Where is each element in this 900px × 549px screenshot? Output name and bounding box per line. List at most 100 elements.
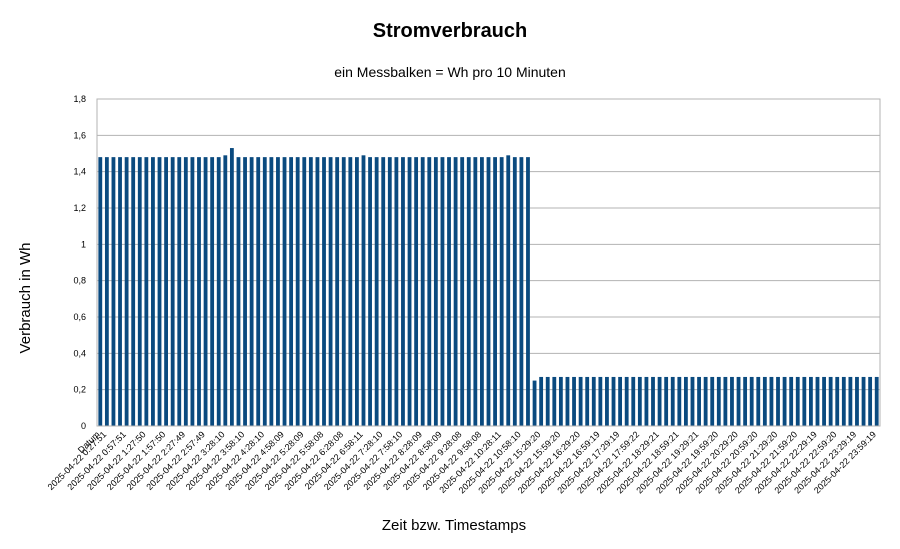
bar <box>322 157 326 426</box>
bar <box>223 155 228 426</box>
bar <box>624 376 629 426</box>
bar <box>795 376 800 426</box>
y-tick-label: 0,4 <box>73 348 86 358</box>
bar <box>262 157 267 426</box>
y-tick-label: 0,8 <box>73 276 86 286</box>
bar <box>683 376 688 426</box>
bar <box>809 376 813 426</box>
bar <box>276 157 280 426</box>
bar <box>730 376 734 426</box>
bar <box>308 157 313 426</box>
bar <box>868 376 873 426</box>
bar <box>532 380 537 426</box>
bar <box>361 155 366 426</box>
bar <box>526 157 530 426</box>
bar <box>151 157 155 426</box>
bar <box>769 376 774 426</box>
chart-title: Stromverbrauch <box>373 20 528 42</box>
bar <box>697 376 701 426</box>
bar <box>137 157 142 426</box>
bar <box>789 376 794 426</box>
bar <box>657 376 662 426</box>
y-axis-ticks: 0 0,2 0,4 0,6 0,8 1 1,2 1,4 1,6 1,8 <box>73 94 86 431</box>
bar <box>572 376 576 426</box>
bar <box>585 376 590 426</box>
bar <box>460 157 465 426</box>
bar <box>183 157 188 426</box>
bar <box>756 376 761 426</box>
bar <box>565 376 570 426</box>
bar <box>420 157 425 426</box>
bar <box>111 157 116 426</box>
bar <box>210 157 215 426</box>
bar-series <box>98 148 879 427</box>
bar <box>605 376 609 426</box>
bar <box>822 376 826 426</box>
bar <box>591 376 596 426</box>
bar <box>493 157 497 426</box>
y-tick-label: 1,2 <box>73 203 86 213</box>
bar <box>835 376 840 426</box>
bar <box>407 157 412 426</box>
bar <box>368 157 372 426</box>
bar <box>499 157 504 426</box>
bar <box>328 157 333 426</box>
bar <box>374 157 379 426</box>
bar <box>282 157 287 426</box>
bar <box>664 376 669 426</box>
bar <box>644 376 649 426</box>
bar <box>631 376 636 426</box>
bar <box>433 157 438 426</box>
bar <box>618 376 623 426</box>
bar <box>802 376 807 426</box>
y-tick-label: 1,4 <box>73 167 86 177</box>
bar <box>749 376 754 426</box>
bar <box>341 157 346 426</box>
bar <box>598 376 603 426</box>
bar <box>776 376 780 426</box>
bar <box>716 376 721 426</box>
bar <box>229 148 234 427</box>
bar <box>855 376 859 426</box>
y-tick-label: 0,6 <box>73 312 86 322</box>
x-axis-label: Zeit bzw. Timestamps <box>382 517 526 534</box>
bar <box>197 157 201 426</box>
y-tick-label: 1,6 <box>73 130 86 140</box>
bar <box>611 376 616 426</box>
bar <box>124 157 129 426</box>
bar <box>545 376 550 426</box>
chart-subtitle: ein Messbalken = Wh pro 10 Minuten <box>334 64 566 80</box>
bar <box>104 157 109 426</box>
bar <box>144 157 149 426</box>
bar <box>157 157 162 426</box>
bar <box>539 376 544 426</box>
bar <box>315 157 320 426</box>
bar <box>552 376 557 426</box>
bar <box>651 376 655 426</box>
bar <box>447 157 451 426</box>
bar <box>815 376 820 426</box>
bar <box>861 376 866 426</box>
bar <box>848 376 853 426</box>
bar <box>348 157 353 426</box>
bar <box>828 376 833 426</box>
bar <box>335 157 340 426</box>
plot-area-frame <box>96 98 881 427</box>
bar <box>177 157 182 426</box>
bar <box>736 376 741 426</box>
bar <box>762 376 767 426</box>
bar <box>466 157 471 426</box>
bar <box>782 376 787 426</box>
bar <box>427 157 432 426</box>
bar <box>519 157 524 426</box>
bar <box>269 157 274 426</box>
bar <box>703 376 708 426</box>
bar <box>289 157 294 426</box>
bar <box>670 376 675 426</box>
bar <box>131 157 136 426</box>
y-tick-label: 0,2 <box>73 385 86 395</box>
bar <box>302 157 307 426</box>
bar <box>512 157 517 426</box>
bar <box>190 157 195 426</box>
y-axis-label: Verbrauch in Wh <box>17 243 34 354</box>
